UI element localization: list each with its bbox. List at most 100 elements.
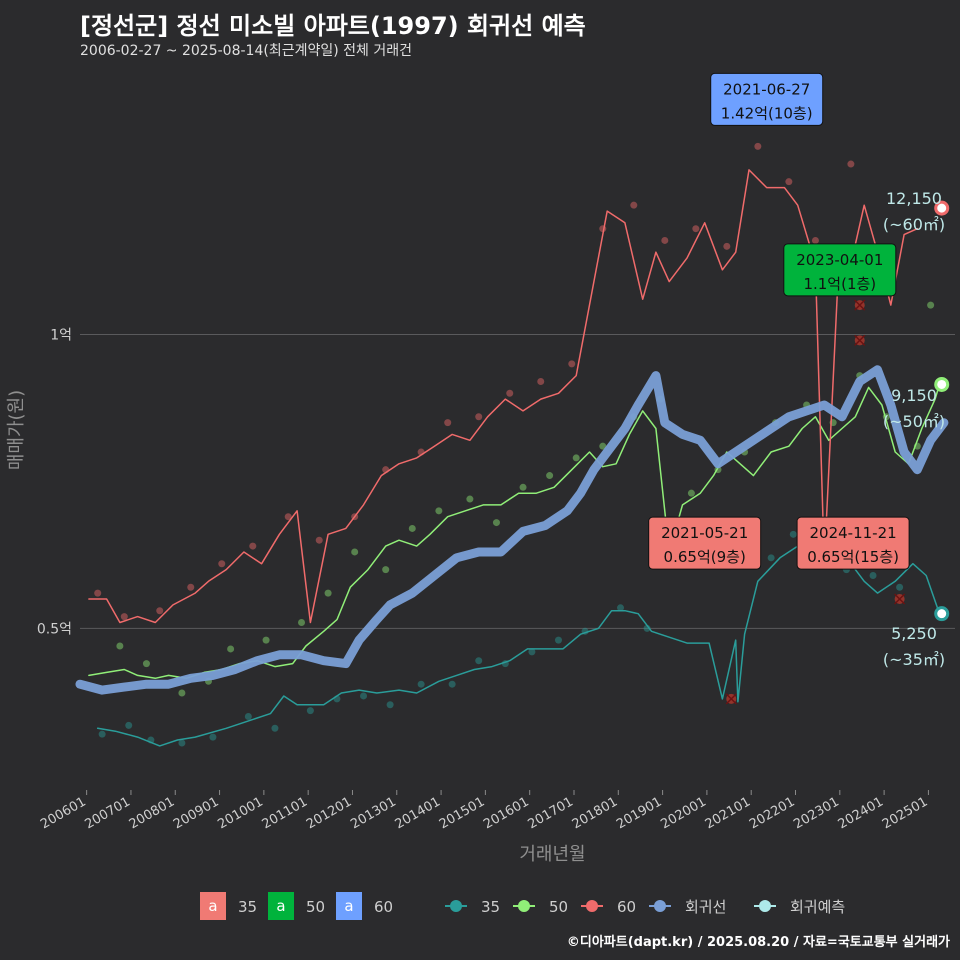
- x-tick-label: 201801: [570, 794, 620, 832]
- scatter-point-60: [218, 560, 226, 568]
- legend-line-label: 60: [617, 898, 636, 916]
- scatter-point-35: [306, 707, 314, 715]
- scatter-point-35: [554, 636, 562, 644]
- callout-box: [783, 243, 897, 297]
- forecast-area-label: (~50㎡): [883, 412, 945, 431]
- callout-layer: 2021-06-27 1.42억(10층) 2023-04-01 1.1억(1층) 20…: [648, 72, 910, 570]
- scatter-point-50: [178, 689, 186, 697]
- x-tick-label: 201301: [348, 794, 398, 832]
- forecast-point-50: [934, 376, 950, 392]
- x-tick-label: 200801: [127, 794, 177, 832]
- callout-price: 1.1억(1층): [803, 275, 876, 293]
- x-tick-label: 201101: [260, 794, 310, 832]
- legend-layer: a 35 a 50 a 60 35 50 60 회귀선 회귀예측: [200, 892, 845, 920]
- scatter-point-60: [156, 607, 164, 615]
- min-marker-cross: [854, 299, 866, 311]
- x-tick-label: 201001: [215, 794, 265, 832]
- legend-line-dot: [450, 900, 462, 912]
- series-line-35: [96, 545, 941, 747]
- min-marker-cross: [854, 334, 866, 346]
- forecast-area-label: (~60㎡): [883, 215, 945, 234]
- callout-date: 2021-06-27: [723, 80, 810, 98]
- x-tick-label: 200701: [82, 794, 132, 832]
- scatter-point-60: [630, 201, 638, 209]
- legend-line-dot: [759, 900, 771, 912]
- scatter-point-35: [244, 713, 252, 721]
- scatter-point-35: [896, 583, 904, 591]
- forecast-area-label: (~35㎡): [883, 650, 945, 669]
- forecast-point-60: [934, 200, 950, 216]
- x-tick-label: 200601: [38, 794, 88, 832]
- scatter-point-50: [408, 524, 416, 532]
- legend-key-box: [336, 892, 362, 920]
- label-layer: 12,150 (~60㎡) 9,150 (~50㎡) 5,250 (~35㎡): [883, 189, 945, 669]
- scatter-point-50: [546, 472, 554, 480]
- legend-line-label: 회귀예측: [790, 898, 845, 916]
- scatter-point-60: [315, 536, 323, 544]
- legend-key-label: 50: [306, 898, 325, 916]
- callout-date: 2021-05-21: [661, 524, 748, 542]
- legend-key-label: 35: [238, 898, 257, 916]
- series-line-60: [88, 169, 919, 624]
- x-tick-label: 200901: [171, 794, 221, 832]
- chart-title: [정선군] 정선 미소빌 아파트(1997) 회귀선 예측: [80, 12, 586, 40]
- forecast-value-label: 9,150: [891, 386, 937, 405]
- y-axis-title: 매매가(원): [6, 390, 27, 470]
- x-tick-label: 201701: [525, 794, 575, 832]
- scatter-point-60: [754, 142, 762, 150]
- scatter-point-35: [209, 733, 217, 741]
- scatter-point-60: [187, 583, 195, 591]
- x-tick-label: 202201: [747, 794, 797, 832]
- scatter-point-50: [142, 660, 150, 668]
- scatter-point-50: [262, 636, 270, 644]
- regression-line: [75, 365, 949, 695]
- x-tick-label: 202401: [836, 794, 886, 832]
- scatter-point-35: [767, 554, 775, 562]
- scatter-point-35: [448, 680, 456, 688]
- x-tick-label: 201901: [614, 794, 664, 832]
- scatter-point-50: [599, 442, 607, 450]
- callout-price: 0.65억(15층): [807, 548, 899, 566]
- scatter-point-50: [382, 566, 390, 574]
- scatter-point-50: [298, 618, 306, 626]
- scatter-point-60: [475, 413, 483, 421]
- scatter-point-35: [617, 604, 625, 612]
- legend-line-label: 회귀선: [685, 898, 726, 916]
- min-marker-cross: [725, 693, 737, 705]
- scatter-point-60: [723, 242, 731, 250]
- scatter-point-35: [869, 571, 877, 579]
- callout-date: 2023-04-01: [796, 251, 883, 269]
- scatter-point-60: [692, 225, 700, 233]
- scatter-point-50: [492, 519, 500, 527]
- scatter-point-35: [528, 648, 536, 656]
- callout-box: [648, 516, 762, 570]
- legend-line-dot: [654, 900, 666, 912]
- min-marker-cross: [894, 593, 906, 605]
- legend-line-dot: [518, 900, 530, 912]
- scatter-point-35: [360, 692, 368, 700]
- forecast-value-label: 12,150: [886, 189, 942, 208]
- scatter-point-35: [271, 724, 279, 732]
- legend-key-glyph: a: [344, 897, 353, 915]
- scatter-point-60: [249, 542, 257, 550]
- scatter-point-35: [386, 701, 394, 709]
- scatter-point-60: [847, 160, 855, 168]
- scatter-point-60: [284, 513, 292, 521]
- y-tick-label: 1억: [50, 327, 72, 343]
- scatter-point-60: [444, 419, 452, 427]
- legend-key-label: 60: [374, 898, 393, 916]
- scatter-point-60: [120, 613, 128, 621]
- scatter-point-35: [789, 530, 797, 538]
- scatter-point-60: [568, 360, 576, 368]
- grid-layer: [80, 333, 955, 629]
- callout-date: 2024-11-21: [810, 524, 897, 542]
- scatter-point-50: [572, 454, 580, 462]
- scatter-point-50: [324, 589, 332, 597]
- legend-key-glyph: a: [208, 897, 217, 915]
- callout-price: 1.42억(10층): [721, 104, 813, 122]
- scatter-point-35: [475, 657, 483, 665]
- scatter-layer: [94, 142, 935, 747]
- callout-box: [796, 516, 910, 570]
- scatter-point-35: [417, 680, 425, 688]
- x-tick-label: 202001: [658, 794, 708, 832]
